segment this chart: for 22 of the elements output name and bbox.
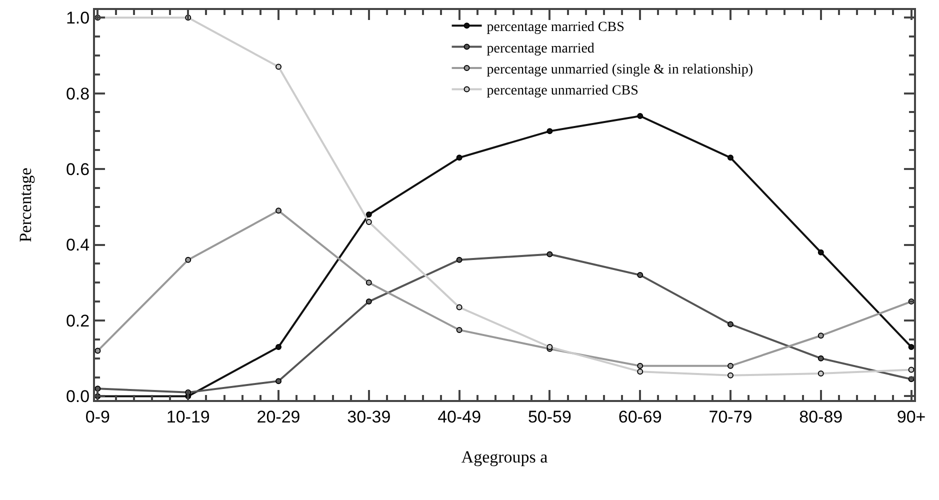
y-tick-label: 0.6 [66,160,90,179]
legend-label: percentage married CBS [486,20,624,36]
x-tick-label: 50-59 [528,407,572,426]
x-tick-label: 60-69 [618,407,662,426]
y-tick-label: 0.8 [66,84,90,104]
legend-label: percentage unmarried CBS [486,84,638,99]
y-tick-label: 0.4 [66,236,90,255]
legend-label: percentage unmarried (single & in relationship) [486,62,754,78]
x-tick-label: 20-29 [256,407,300,426]
x-tick-label: 10-19 [166,407,210,426]
y-tick-label: 0.2 [66,311,90,330]
x-tick-label: 70-79 [708,407,752,426]
x-tick-label: 80-89 [799,407,843,426]
y-axis-title: Percentage [16,168,36,242]
y-tick-label: 0.0 [66,387,90,406]
x-tick-label: 30-39 [347,407,391,426]
legend-label: percentage married [486,41,594,56]
x-tick-label: 90+ [896,407,926,426]
x-tick-label: 0-9 [85,407,110,426]
x-axis-title: Agegroups a [461,447,548,466]
y-tick-label: 1.0 [66,8,90,28]
x-tick-label: 40-49 [438,407,482,426]
